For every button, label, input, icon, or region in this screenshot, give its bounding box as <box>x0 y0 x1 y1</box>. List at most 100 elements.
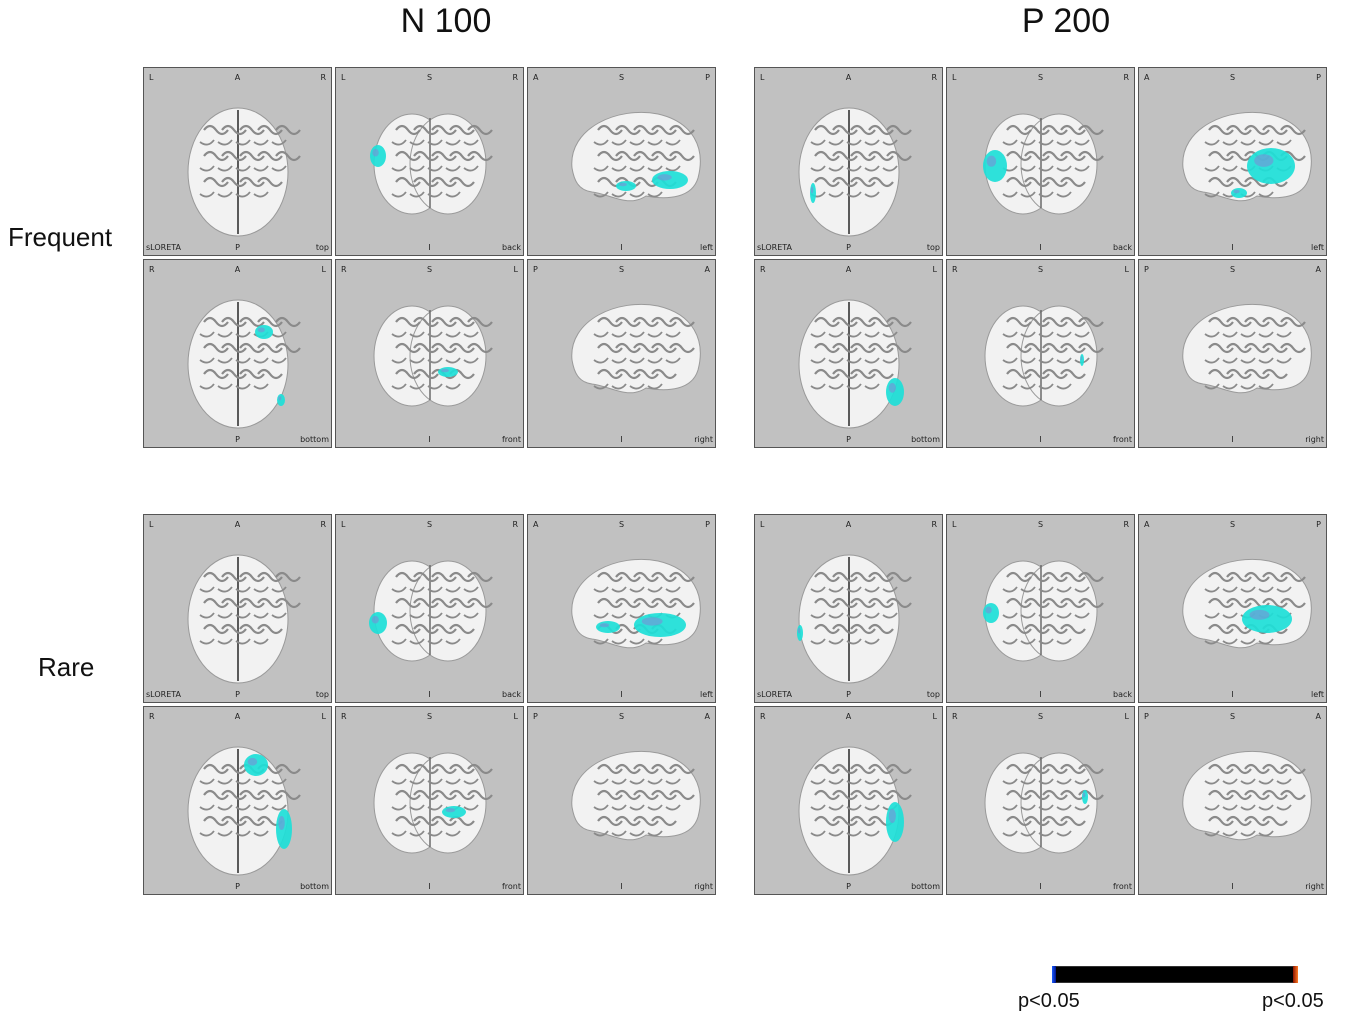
orientation-label-tc: A <box>234 712 241 721</box>
orientation-label-br: top <box>926 690 940 699</box>
brain-render <box>187 299 301 429</box>
orientation-label-br: top <box>315 243 329 252</box>
orientation-label-bc: I <box>620 243 623 252</box>
brain-render <box>983 560 1104 662</box>
orientation-label-br: bottom <box>911 435 940 444</box>
colorbar-gradient <box>1052 966 1298 983</box>
orientation-label-br: right <box>1305 435 1324 444</box>
orientation-label-bc: P <box>235 690 240 699</box>
orientation-label-tc: S <box>1229 73 1236 82</box>
brain-render <box>797 554 912 684</box>
orientation-label-br: top <box>315 690 329 699</box>
orientation-label-bc: I <box>428 690 431 699</box>
orientation-label-tr: R <box>320 73 326 82</box>
orientation-label-tc: S <box>618 520 625 529</box>
orientation-label-bc: I <box>1231 882 1234 891</box>
orientation-label-bc: I <box>1039 882 1042 891</box>
orientation-label-bc: P <box>235 243 240 252</box>
orientation-label-tc: S <box>1229 265 1236 274</box>
orientation-label-tc: S <box>1229 712 1236 721</box>
orientation-label-bc: I <box>1039 243 1042 252</box>
orientation-label-br: right <box>1305 882 1324 891</box>
orientation-label-br: back <box>1112 690 1132 699</box>
orientation-label-tl: R <box>341 712 347 721</box>
orientation-label-tl: P <box>533 712 538 721</box>
colorbar-right-label: p<0.05 <box>1262 990 1324 1012</box>
colorbar-negative-end <box>1052 966 1056 983</box>
orientation-label-tc: S <box>426 712 433 721</box>
brain-render <box>370 113 493 215</box>
orientation-label-br: bottom <box>300 435 329 444</box>
orientation-label-tl: L <box>760 520 765 529</box>
brain-render <box>187 746 301 876</box>
orientation-label-tr: A <box>704 265 710 274</box>
orientation-label-br: front <box>1112 882 1132 891</box>
orientation-label-bc: I <box>620 435 623 444</box>
orientation-label-br: left <box>1311 690 1324 699</box>
orientation-label-bc: I <box>428 882 431 891</box>
orientation-label-tr: R <box>931 520 937 529</box>
orientation-label-bc: I <box>1039 435 1042 444</box>
orientation-label-br: back <box>501 243 521 252</box>
orientation-label-tl: R <box>341 265 347 274</box>
orientation-label-tc: S <box>1229 520 1236 529</box>
brain-render <box>983 113 1104 215</box>
orientation-label-tr: A <box>704 712 710 721</box>
orientation-label-bc: P <box>235 882 240 891</box>
brain-render <box>798 107 912 237</box>
orientation-label-bc: I <box>620 882 623 891</box>
orientation-label-tr: L <box>1124 712 1129 721</box>
orientation-label-tr: A <box>1315 265 1321 274</box>
orientation-label-bc: P <box>235 435 240 444</box>
orientation-label-tr: R <box>512 520 518 529</box>
orientation-label-tl: A <box>1144 73 1150 82</box>
orientation-label-tl: L <box>341 73 346 82</box>
brain-render <box>798 746 912 876</box>
orientation-label-tc: A <box>234 73 241 82</box>
orientation-label-tl: R <box>149 712 155 721</box>
orientation-label-bc: I <box>1231 243 1234 252</box>
colorbar-positive-end <box>1293 966 1298 983</box>
brain-render <box>571 750 701 841</box>
brain-render <box>984 305 1104 407</box>
orientation-label-bc: I <box>1231 435 1234 444</box>
orientation-label-tc: S <box>1037 520 1044 529</box>
orientation-label-tc: S <box>1037 73 1044 82</box>
orientation-label-tr: L <box>513 712 518 721</box>
orientation-label-tc: A <box>845 712 852 721</box>
orientation-label-tl: R <box>760 712 766 721</box>
brain-render <box>373 305 493 407</box>
orientation-label-tr: R <box>931 73 937 82</box>
brain-render <box>571 558 701 649</box>
orientation-label-bc: P <box>846 690 851 699</box>
orientation-label-tr: P <box>1316 73 1321 82</box>
orientation-label-tc: A <box>845 265 852 274</box>
orientation-label-br: bottom <box>300 882 329 891</box>
orientation-label-bc: I <box>428 243 431 252</box>
orientation-label-tr: P <box>705 73 710 82</box>
orientation-label-tc: S <box>618 73 625 82</box>
orientation-label-tc: S <box>1037 265 1044 274</box>
column-title-n100: N 100 <box>400 2 492 40</box>
orientation-label-tl: L <box>341 520 346 529</box>
orientation-label-br: bottom <box>911 882 940 891</box>
column-title-p200: P 200 <box>1021 2 1111 40</box>
brain-render <box>373 752 493 854</box>
orientation-label-tc: S <box>618 712 625 721</box>
orientation-label-tr: L <box>932 712 937 721</box>
orientation-label-tl: R <box>760 265 766 274</box>
